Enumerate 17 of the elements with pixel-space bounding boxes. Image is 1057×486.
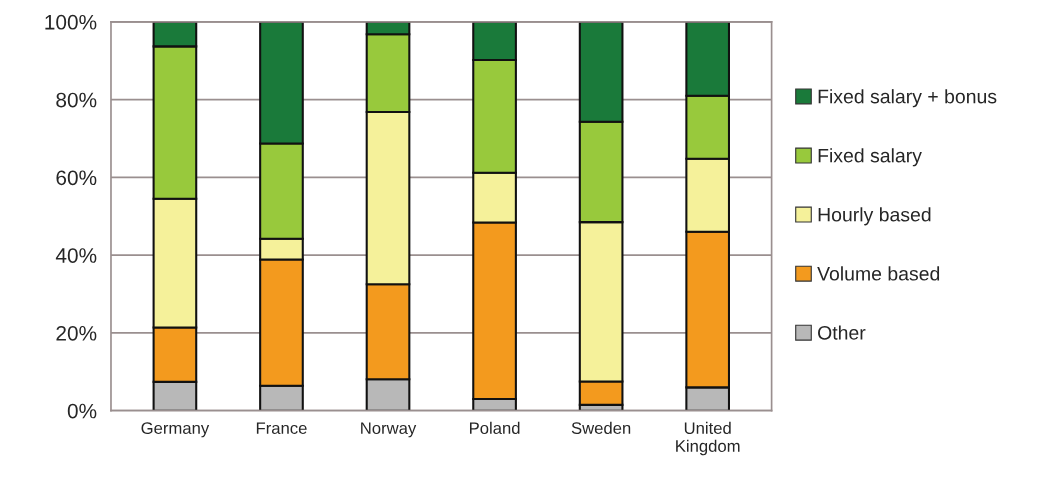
legend-label: Hourly based: [818, 207, 931, 226]
x-tick-label: France: [256, 422, 307, 435]
x-tick-label: Norway: [361, 422, 417, 438]
y-tick-label: 40%: [55, 248, 97, 263]
y-tick-label: 20%: [56, 325, 97, 341]
y-tick-label: 80%: [56, 92, 97, 108]
y-tick-label: 60%: [56, 170, 97, 186]
legend-label: Fixed salary: [818, 148, 922, 167]
x-tick-label: Poland: [469, 421, 520, 435]
x-tick-label: Germany: [141, 422, 210, 438]
x-tick-label: Sweden: [571, 421, 631, 435]
legend-label: Fixed salary + bonus: [818, 89, 997, 108]
legend-label: Other: [818, 325, 866, 340]
legend-label: Volume based: [817, 266, 940, 281]
y-tick-label: 0%: [67, 403, 97, 419]
y-tick-label: 100%: [45, 14, 97, 30]
x-tick-label: United Kingdom: [676, 421, 740, 456]
